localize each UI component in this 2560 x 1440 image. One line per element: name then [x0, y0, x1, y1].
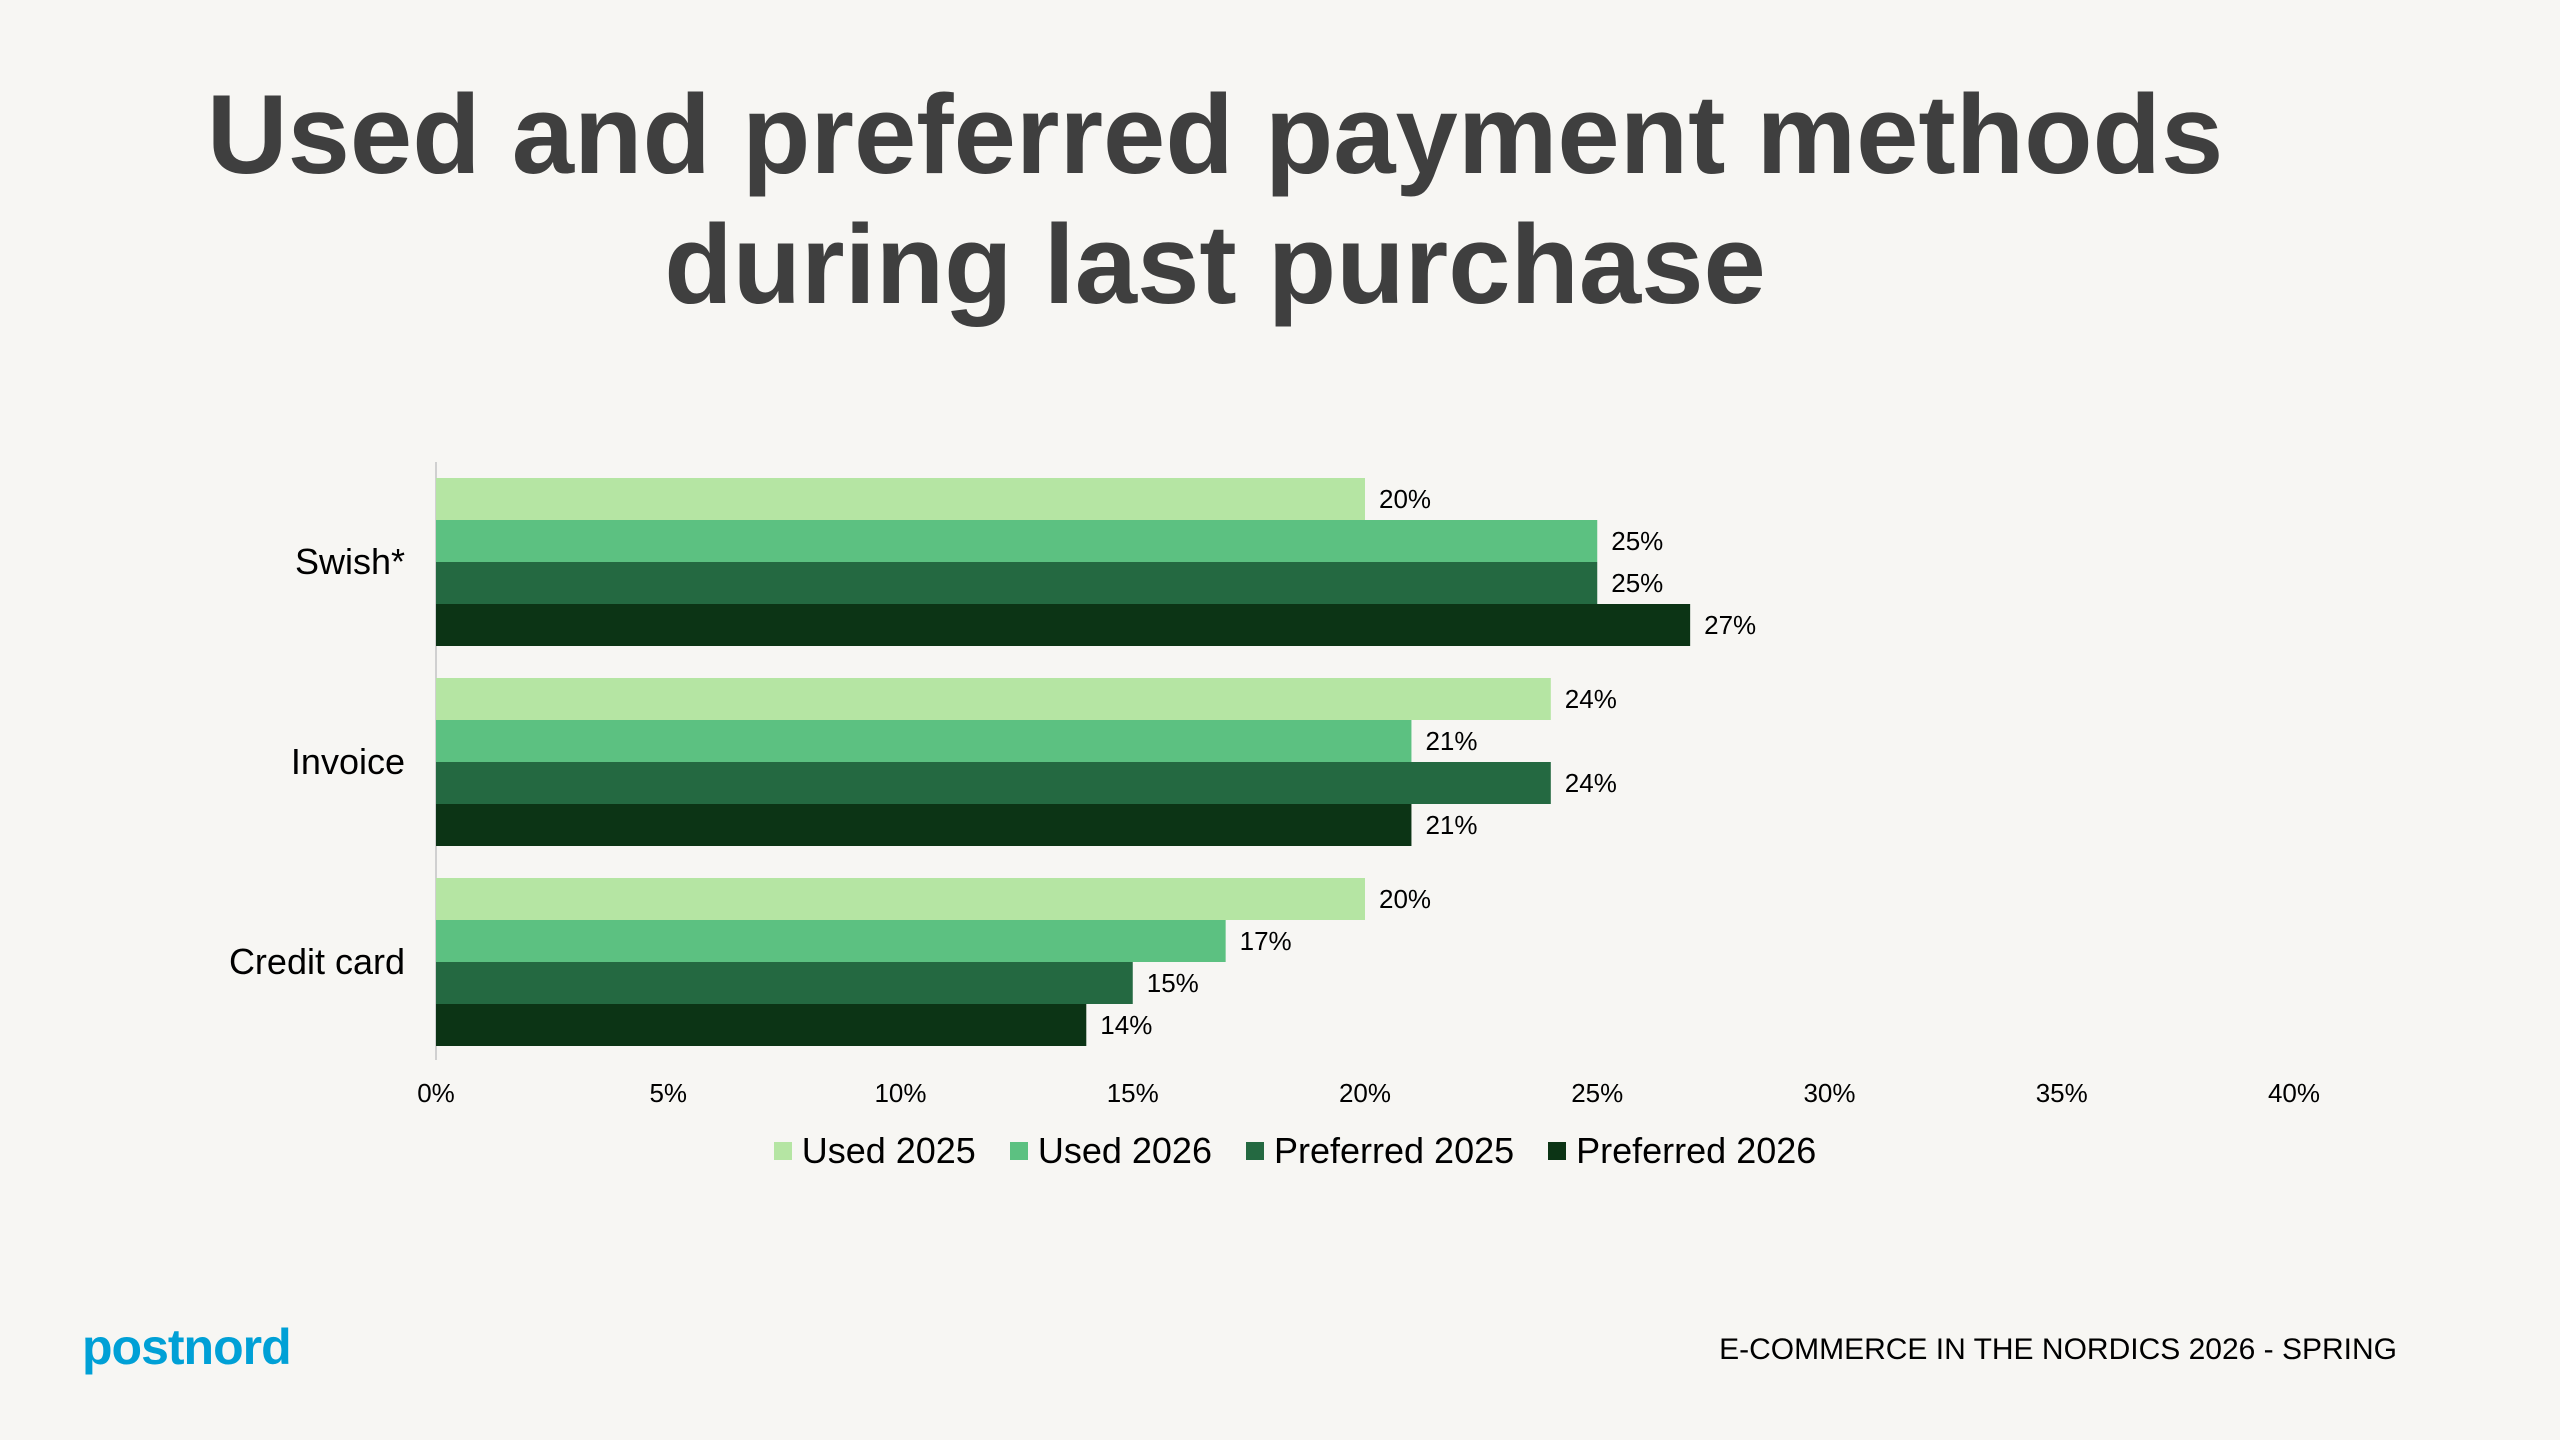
bar [436, 1004, 1087, 1046]
data-label: 15% [1147, 968, 1199, 998]
data-label: 25% [1611, 568, 1663, 598]
bar [436, 804, 1412, 846]
legend-swatch [1245, 1142, 1264, 1160]
legend-label: Used 2025 [801, 1130, 976, 1171]
x-tick-label: 30% [1803, 1078, 1855, 1108]
x-tick-label: 25% [1571, 1078, 1623, 1108]
x-tick-label: 5% [649, 1078, 687, 1108]
x-tick-label: 35% [2036, 1078, 2088, 1108]
x-tick-label: 20% [1339, 1078, 1391, 1108]
legend-item: Preferred 2026 [1548, 1130, 1816, 1172]
bar [436, 962, 1133, 1004]
data-label: 20% [1379, 884, 1431, 914]
x-tick-label: 0% [417, 1078, 455, 1108]
bar [436, 678, 1551, 720]
bar [436, 920, 1226, 962]
x-tick-label: 10% [874, 1078, 926, 1108]
category-label: Swish* [295, 541, 405, 582]
data-label: 21% [1425, 810, 1477, 840]
category-label: Invoice [291, 741, 405, 782]
legend-swatch [773, 1142, 792, 1160]
data-label: 17% [1240, 926, 1292, 956]
data-label: 14% [1100, 1010, 1152, 1040]
bar [436, 762, 1551, 804]
legend: Used 2025 Used 2026 Preferred 2025 Preferre… [0, 1130, 2560, 1172]
data-label: 24% [1565, 768, 1617, 798]
bar [436, 562, 1598, 604]
data-label: 21% [1425, 726, 1477, 756]
data-label: 27% [1704, 610, 1756, 640]
bar [436, 878, 1365, 920]
chart-title: Used and preferred payment methods during… [206, 72, 2224, 327]
x-tick-label: 40% [2268, 1078, 2320, 1108]
bar [436, 604, 1691, 646]
bar [436, 720, 1412, 762]
legend-item: Used 2025 [773, 1130, 976, 1172]
legend-label: Preferred 2026 [1576, 1130, 1817, 1171]
footer-text: E-COMMERCE IN THE NORDICS 2026 - SPRING [1719, 1333, 2397, 1366]
legend-item: Used 2026 [1009, 1130, 1212, 1172]
data-label: 25% [1611, 526, 1663, 556]
postnord-logo: postnord [82, 1319, 292, 1375]
legend-label: Preferred 2025 [1273, 1130, 1515, 1171]
bar [436, 520, 1598, 562]
data-label: 20% [1379, 484, 1431, 514]
legend-item: Preferred 2025 [1245, 1130, 1515, 1172]
legend-swatch [1009, 1142, 1028, 1160]
category-label: Credit card [229, 941, 405, 982]
legend-swatch [1548, 1142, 1567, 1160]
x-tick-label: 15% [1107, 1078, 1159, 1108]
bar [436, 478, 1365, 520]
data-label: 24% [1565, 684, 1617, 714]
legend-label: Used 2026 [1037, 1130, 1212, 1171]
